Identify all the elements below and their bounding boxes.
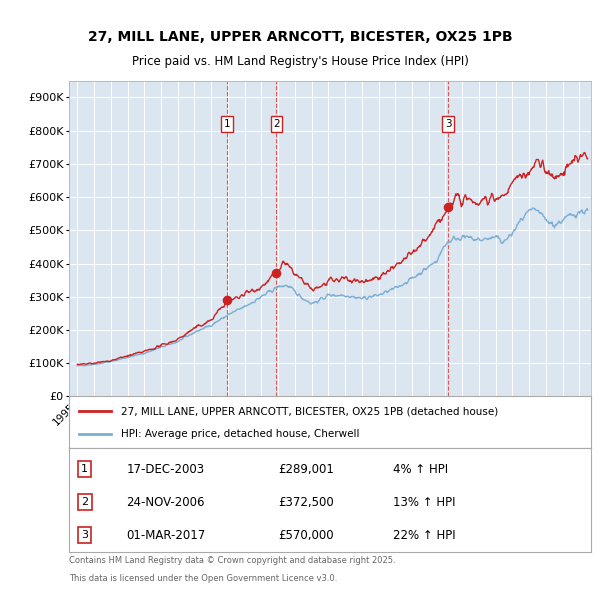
Text: 2: 2 — [273, 119, 280, 129]
Point — [272, 268, 281, 277]
Text: 2: 2 — [81, 497, 88, 507]
Text: 27, MILL LANE, UPPER ARNCOTT, BICESTER, OX25 1PB: 27, MILL LANE, UPPER ARNCOTT, BICESTER, … — [88, 30, 512, 44]
Text: 4% ↑ HPI: 4% ↑ HPI — [392, 463, 448, 476]
Text: 1: 1 — [224, 119, 230, 129]
Text: Contains HM Land Registry data © Crown copyright and database right 2025.: Contains HM Land Registry data © Crown c… — [69, 556, 395, 565]
Text: Price paid vs. HM Land Registry's House Price Index (HPI): Price paid vs. HM Land Registry's House … — [131, 55, 469, 68]
Point — [223, 296, 232, 305]
Text: £570,000: £570,000 — [278, 529, 334, 542]
Text: 3: 3 — [445, 119, 452, 129]
Point — [443, 202, 453, 212]
Text: This data is licensed under the Open Government Licence v3.0.: This data is licensed under the Open Gov… — [69, 574, 337, 583]
Text: £372,500: £372,500 — [278, 496, 334, 509]
Text: £289,001: £289,001 — [278, 463, 334, 476]
Text: 3: 3 — [81, 530, 88, 540]
Text: 22% ↑ HPI: 22% ↑ HPI — [392, 529, 455, 542]
Text: 13% ↑ HPI: 13% ↑ HPI — [392, 496, 455, 509]
Text: 27, MILL LANE, UPPER ARNCOTT, BICESTER, OX25 1PB (detached house): 27, MILL LANE, UPPER ARNCOTT, BICESTER, … — [121, 406, 499, 416]
Text: 17-DEC-2003: 17-DEC-2003 — [127, 463, 205, 476]
Text: 1: 1 — [81, 464, 88, 474]
Text: 01-MAR-2017: 01-MAR-2017 — [127, 529, 206, 542]
Text: HPI: Average price, detached house, Cherwell: HPI: Average price, detached house, Cher… — [121, 429, 360, 439]
Text: 24-NOV-2006: 24-NOV-2006 — [127, 496, 205, 509]
